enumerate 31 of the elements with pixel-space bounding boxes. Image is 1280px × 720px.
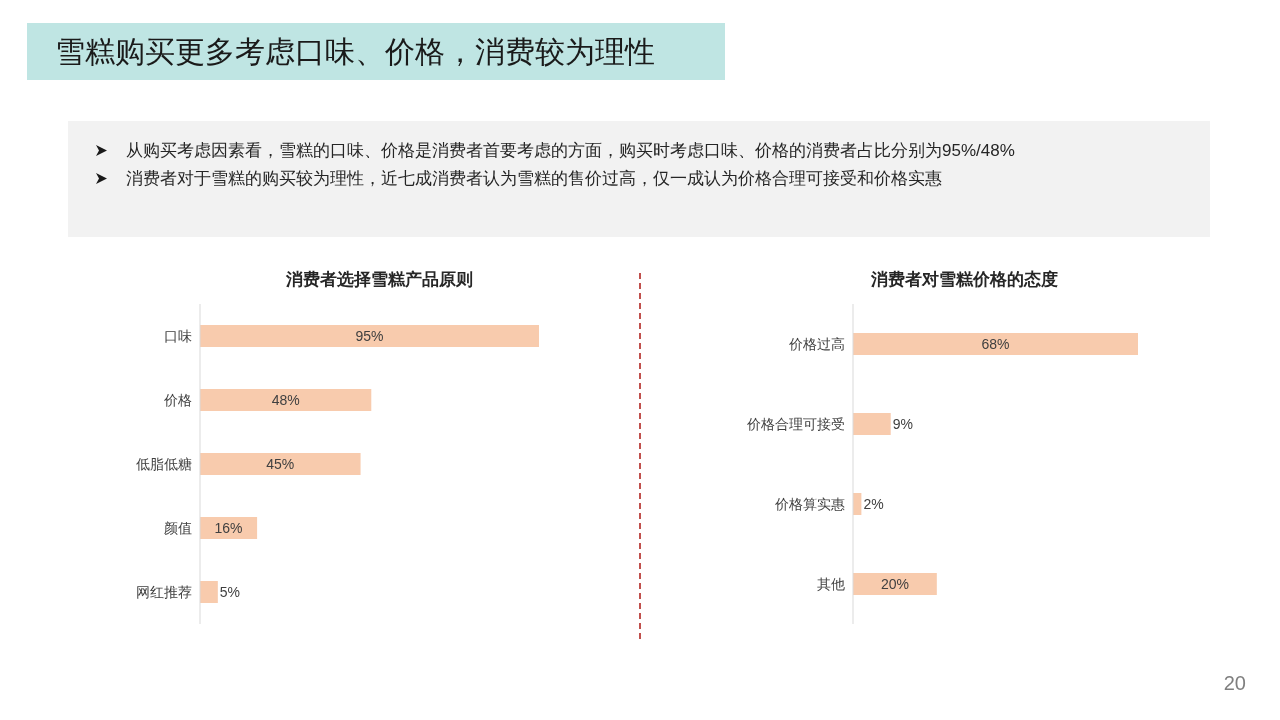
data-label: 48% <box>271 392 300 408</box>
data-label: 2% <box>863 496 884 512</box>
y-tick-label: 低脂低糖 <box>136 455 192 472</box>
y-tick-label: 价格合理可接受 <box>746 415 845 432</box>
y-tick-label: 价格算实惠 <box>774 495 845 512</box>
y-tick-label: 价格 <box>163 391 192 408</box>
text: 从购买考虑因素看，雪糕的口味、价格是消费者首要考虑的方面，购买时考虑口味、价格的消费者占比分别为95%/48% <box>126 140 1015 162</box>
text: 消费者对于雪糕的购买较为理性，近七成消费者认为雪糕的售价过高，仅一成认为价格合理可接受和价格实惠 <box>126 168 942 190</box>
chart-title: 消费者对雪糕价格的态度 <box>869 269 1059 291</box>
bar <box>853 573 937 595</box>
bar <box>853 413 891 435</box>
bar <box>200 389 372 411</box>
data-label: 45% <box>266 456 295 472</box>
chart-title: 消费者选择雪糕产品原则 <box>285 269 474 291</box>
y-tick-label: 价格过高 <box>788 335 845 352</box>
data-label: 95% <box>355 328 384 344</box>
data-label: 20% <box>880 576 909 592</box>
bar <box>200 453 361 475</box>
bar <box>853 333 1138 355</box>
bar <box>200 581 218 603</box>
data-label: 5% <box>219 584 241 600</box>
y-tick-label: 其他 <box>817 575 845 592</box>
y-tick-label: 颜值 <box>164 519 192 536</box>
data-label: 16% <box>214 520 243 536</box>
bar <box>200 325 539 347</box>
text: 20 <box>1223 672 1246 695</box>
y-tick-label: 口味 <box>164 327 192 344</box>
data-label: 9% <box>892 416 913 432</box>
y-tick-label: 网红推荐 <box>136 583 192 600</box>
text: 雪糕购买更多考虑口味、价格，消费较为理性 <box>27 23 725 80</box>
data-label: 68% <box>981 336 1010 352</box>
